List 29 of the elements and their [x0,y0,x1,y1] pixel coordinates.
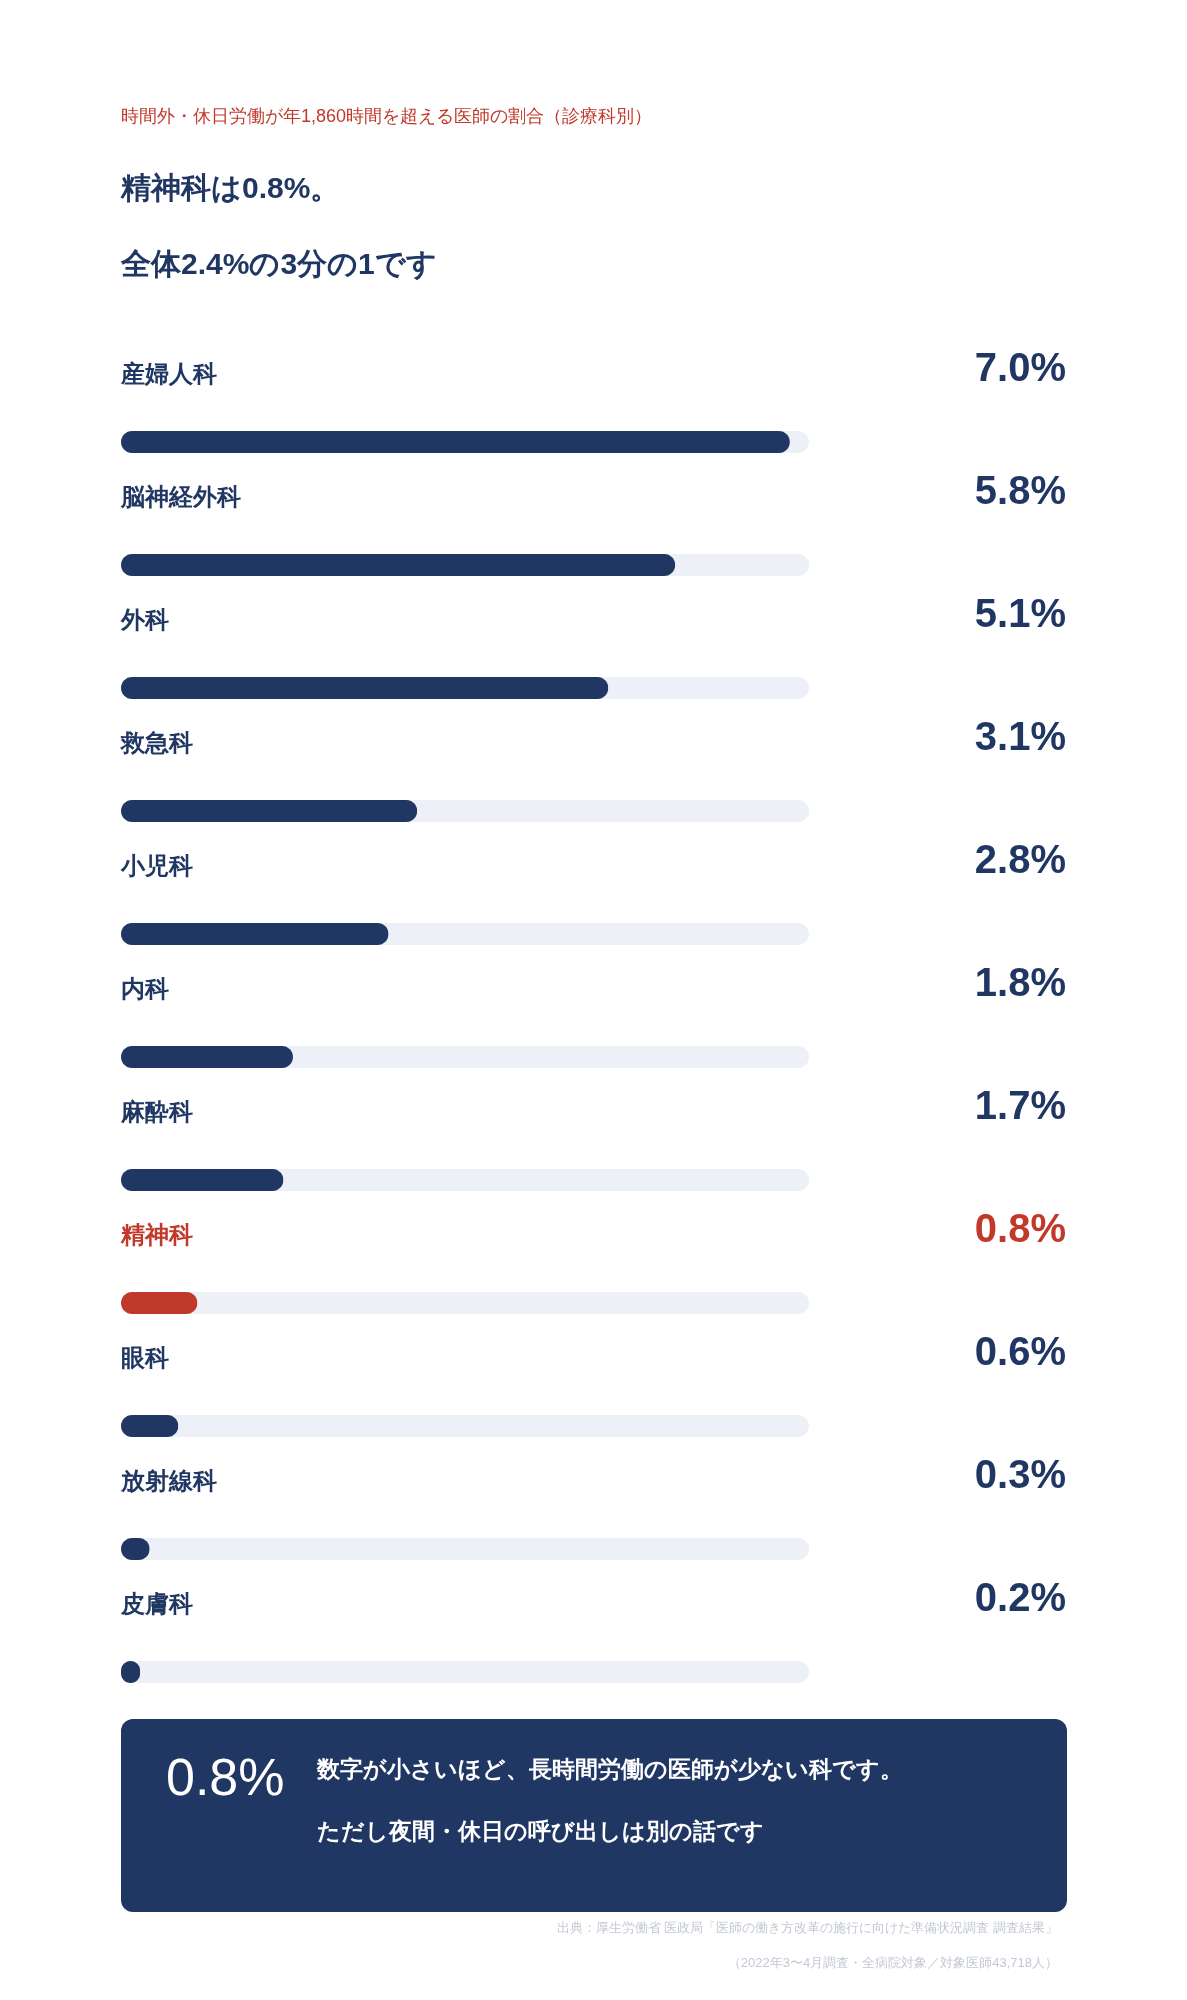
y-tick-label: 麻酔科 [120,1098,193,1125]
text: 数字が小さいほど、長時間労働の医師が少ない科です。 [317,1756,903,1782]
y-tick-label: 産婦人科 [120,360,217,387]
chart-title: 時間外・休日労働が年1,860時間を超える医師の割合（診療科別） [121,105,653,127]
data-label: 0.6% [974,1329,1066,1373]
y-tick-label: 外科 [120,606,169,633]
y-tick-label: 眼科 [121,1344,169,1371]
data-label: 5.8% [974,468,1066,512]
text: 精神科は0.8%。全体2.4%の3分の1です [121,171,437,280]
data-label: 0.2% [974,1575,1066,1619]
data-label: 2.8% [974,837,1066,881]
data-label: 1.7% [974,1083,1066,1127]
y-tick-label: 脳神経外科 [120,483,241,510]
text: （2022年3〜4月調査・全病院対象／対象医師43,718人） [727,1955,1058,1971]
data-label: 0.3% [974,1452,1066,1496]
y-tick-label: 小児科 [120,852,193,879]
y-tick-label: 皮膚科 [120,1590,193,1617]
data-label: 7.0% [974,345,1066,389]
y-tick-label: 内科 [121,975,169,1002]
data-label: 1.8% [974,960,1066,1004]
y-tick-label: 救急科 [119,729,193,756]
data-label: 3.1% [974,714,1066,758]
y-tick-label: 放射線科 [120,1467,217,1494]
y-tick-label: 精神科 [120,1221,193,1248]
data-label: 0.8% [974,1206,1066,1250]
text: 0.8% [166,1748,285,1806]
text: ただし夜間・休日の呼び出しは別の話です [317,1818,764,1844]
data-label: 5.1% [974,591,1066,635]
source-note: 出典：厚生労働省 医政局「医師の働き方改革の施行に向けた準備状況調査 調査結果」 [556,1920,1058,1936]
